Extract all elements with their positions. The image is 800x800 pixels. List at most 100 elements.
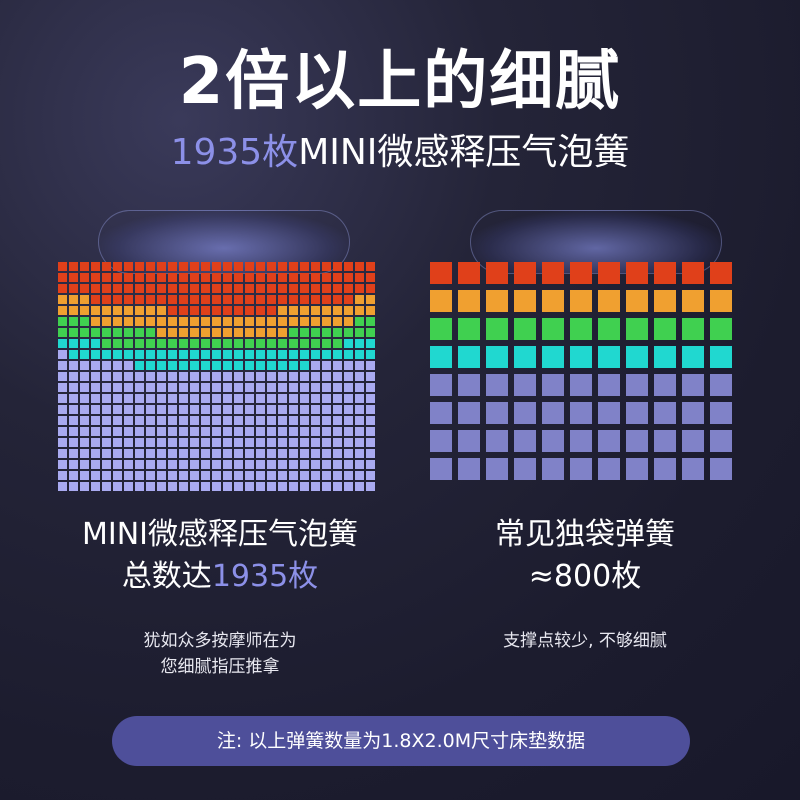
spring-cell <box>322 394 331 403</box>
spring-cell <box>366 350 375 359</box>
spring-cell <box>278 394 287 403</box>
spring-cell <box>168 361 177 370</box>
spring-cell <box>256 438 265 447</box>
spring-cell <box>135 405 144 414</box>
spring-cell <box>135 471 144 480</box>
spring-cell <box>300 361 309 370</box>
spring-cell <box>190 339 199 348</box>
spring-cell <box>300 295 309 304</box>
spring-cell <box>212 427 221 436</box>
spring-cell <box>430 262 452 284</box>
spring-cell <box>458 346 480 368</box>
spring-cell <box>311 273 320 282</box>
spring-cell <box>124 482 133 491</box>
spring-cell <box>322 262 331 271</box>
spring-cell <box>682 262 704 284</box>
spring-cell <box>300 449 309 458</box>
spring-cell <box>212 449 221 458</box>
spring-cell <box>322 460 331 469</box>
spring-cell <box>355 394 364 403</box>
spring-cell <box>234 416 243 425</box>
spring-cell <box>710 458 732 480</box>
spring-cell <box>682 430 704 452</box>
spring-cell <box>626 290 648 312</box>
spring-cell <box>179 427 188 436</box>
spring-cell <box>190 262 199 271</box>
spring-cell <box>234 317 243 326</box>
spring-cell <box>458 430 480 452</box>
spring-cell <box>80 262 89 271</box>
spring-cell <box>113 416 122 425</box>
spring-cell <box>542 458 564 480</box>
spring-cell <box>58 317 67 326</box>
spring-cell <box>278 339 287 348</box>
spring-cell <box>311 416 320 425</box>
spring-cell <box>654 290 676 312</box>
spring-cell <box>458 374 480 396</box>
spring-cell <box>322 438 331 447</box>
spring-cell <box>355 295 364 304</box>
spring-cell <box>682 346 704 368</box>
pocket-spring-count: ≈800枚 <box>528 559 642 594</box>
spring-cell <box>486 290 508 312</box>
spring-cell <box>102 438 111 447</box>
spring-cell <box>300 284 309 293</box>
spring-cell <box>267 372 276 381</box>
spring-cell <box>366 438 375 447</box>
spring-cell <box>113 438 122 447</box>
spring-cell <box>366 416 375 425</box>
spring-cell <box>113 449 122 458</box>
spring-cell <box>333 306 342 315</box>
spring-cell <box>256 482 265 491</box>
spring-cell <box>168 295 177 304</box>
spring-cell <box>135 284 144 293</box>
spring-cell <box>245 361 254 370</box>
spring-cell <box>146 460 155 469</box>
spring-cell <box>234 460 243 469</box>
spring-cell <box>102 262 111 271</box>
spring-cell <box>355 438 364 447</box>
spring-cell <box>80 328 89 337</box>
spring-cell <box>91 394 100 403</box>
spring-cell <box>91 372 100 381</box>
spring-cell <box>223 284 232 293</box>
spring-cell <box>124 471 133 480</box>
spring-cell <box>322 317 331 326</box>
spring-cell <box>289 350 298 359</box>
spring-cell <box>80 394 89 403</box>
spring-cell <box>223 273 232 282</box>
spring-cell <box>344 284 353 293</box>
spring-cell <box>355 427 364 436</box>
spring-cell <box>333 471 342 480</box>
spring-cell <box>598 346 620 368</box>
spring-cell <box>654 374 676 396</box>
spring-cell <box>486 262 508 284</box>
spring-cell <box>311 295 320 304</box>
spring-cell <box>344 383 353 392</box>
spring-cell <box>344 394 353 403</box>
spring-cell <box>58 460 67 469</box>
spring-cell <box>333 394 342 403</box>
spring-cell <box>234 405 243 414</box>
spring-cell <box>80 306 89 315</box>
spring-cell <box>289 372 298 381</box>
spring-cell <box>355 361 364 370</box>
spring-cell <box>278 328 287 337</box>
spring-cell <box>710 374 732 396</box>
spring-cell <box>598 430 620 452</box>
spring-cell <box>344 273 353 282</box>
spring-cell <box>69 449 78 458</box>
spring-cell <box>654 430 676 452</box>
spring-cell <box>366 361 375 370</box>
spring-cell <box>146 471 155 480</box>
spring-cell <box>69 471 78 480</box>
spring-cell <box>245 328 254 337</box>
spring-cell <box>654 458 676 480</box>
spring-cell <box>168 273 177 282</box>
spring-cell <box>344 306 353 315</box>
spring-cell <box>289 361 298 370</box>
spring-cell <box>69 394 78 403</box>
spring-cell <box>124 394 133 403</box>
spring-cell <box>135 427 144 436</box>
spring-cell <box>256 471 265 480</box>
